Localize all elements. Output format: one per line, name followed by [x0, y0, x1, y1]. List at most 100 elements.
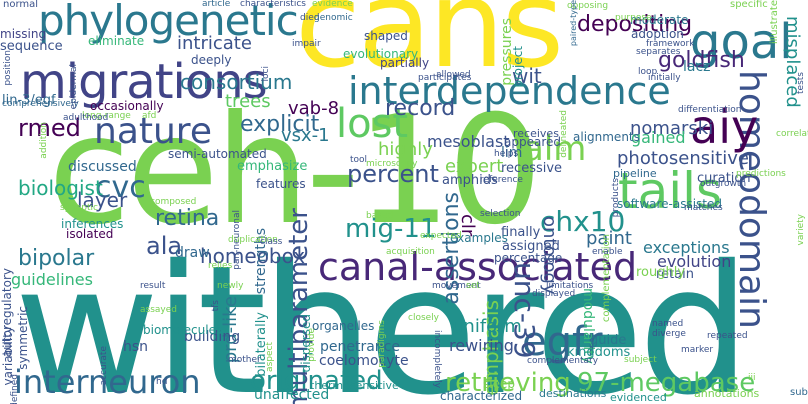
- word: mig-11: [345, 214, 437, 244]
- word: phylogenetic: [38, 0, 299, 45]
- word: partially: [380, 56, 430, 70]
- word: missing: [0, 27, 47, 41]
- word: loci: [261, 66, 271, 82]
- word: result: [140, 281, 166, 291]
- word: evolutionary: [343, 47, 419, 61]
- word: eliminate: [88, 34, 145, 48]
- word: receives: [513, 127, 559, 140]
- word: percentage: [494, 251, 563, 265]
- word: aspect: [265, 342, 275, 372]
- word: displayed: [532, 289, 576, 299]
- word: outgrowth: [700, 179, 747, 189]
- word: impair: [292, 39, 321, 49]
- word: building: [184, 329, 241, 345]
- word: selection: [480, 209, 521, 219]
- word: penetrance: [320, 339, 400, 355]
- word: paint: [586, 228, 632, 249]
- word: multiparameter: [284, 208, 314, 404]
- word: originated: [250, 366, 383, 396]
- word: cans: [295, 0, 564, 95]
- word: destinations: [539, 387, 607, 400]
- word: sleep: [483, 377, 515, 391]
- word: predictions: [736, 169, 786, 179]
- word: expert: [445, 156, 504, 177]
- word: interdependence: [348, 69, 671, 113]
- word: enable: [592, 247, 623, 257]
- word: opposing: [567, 1, 609, 11]
- word: intricate: [177, 33, 252, 54]
- word: subject: [624, 355, 657, 365]
- word: interneuron: [14, 363, 201, 401]
- word: evolution: [657, 252, 732, 271]
- word: alignments: [573, 130, 640, 144]
- word: assigned: [502, 239, 560, 254]
- word: homeobox: [200, 244, 306, 268]
- word: long-range: [82, 111, 131, 121]
- word: unc-39: [508, 262, 541, 359]
- word: initially: [648, 73, 681, 83]
- word: 97-megabase: [577, 368, 756, 398]
- word: coelomocyte: [319, 353, 409, 369]
- word: highly: [378, 139, 433, 160]
- word: composed: [150, 197, 197, 207]
- word: lacz: [683, 59, 711, 75]
- word: record: [385, 96, 456, 121]
- word: project: [511, 46, 525, 88]
- word: mesoblast: [427, 132, 510, 151]
- word: examples: [450, 231, 508, 245]
- word: bipolar: [18, 246, 95, 271]
- word: class: [260, 237, 283, 247]
- word: wit: [512, 64, 542, 88]
- word: differentiation: [678, 105, 742, 115]
- word: recessive: [501, 161, 563, 176]
- word: addition: [39, 122, 49, 159]
- word: framework: [646, 39, 695, 49]
- word: adulthood: [63, 113, 109, 123]
- word: relies: [208, 261, 233, 271]
- word: set: [466, 281, 480, 291]
- word: features: [256, 177, 306, 191]
- word: nature: [94, 111, 212, 152]
- word: provide: [307, 328, 317, 362]
- word: reference: [480, 175, 523, 185]
- word: microscopy: [366, 159, 418, 169]
- word: vab-8: [288, 98, 340, 119]
- word: repeated: [707, 331, 748, 341]
- word: roughly: [636, 265, 686, 280]
- word: uniform: [452, 316, 522, 337]
- word: pipeline: [613, 167, 657, 180]
- word: matches: [684, 203, 723, 213]
- word: duplication: [228, 235, 278, 245]
- word: egfr: [522, 319, 603, 365]
- word: correlations: [776, 129, 808, 139]
- word: subtype: [790, 387, 808, 398]
- word: lim: [501, 145, 523, 161]
- word: clr: [457, 214, 478, 237]
- word: epidermal: [69, 64, 79, 110]
- word: helps: [494, 149, 519, 159]
- word: position: [3, 50, 13, 86]
- word: percent: [347, 160, 439, 188]
- word: draw: [175, 245, 210, 261]
- word: tfs: [211, 300, 221, 312]
- word: aiy: [690, 100, 759, 154]
- word: lin-3/egf: [2, 93, 56, 108]
- word: isolated: [66, 227, 114, 241]
- word: article: [202, 0, 231, 9]
- word: vsx-1: [281, 125, 330, 146]
- word: depositing: [577, 12, 693, 37]
- word: goldfish: [658, 48, 745, 73]
- word: discussed: [68, 159, 137, 175]
- word: characteristics: [240, 0, 306, 9]
- word: explicit: [240, 112, 320, 137]
- word: occasionally: [90, 99, 164, 113]
- word: closely: [408, 313, 440, 323]
- word: acquisition: [386, 247, 435, 257]
- word: photosensitive: [617, 148, 749, 169]
- word: semi-automated: [168, 147, 267, 161]
- word: iii: [748, 373, 756, 383]
- word: biomolecules: [143, 323, 223, 337]
- word: characterized: [440, 389, 523, 403]
- word: layer: [77, 188, 128, 212]
- word: died: [300, 13, 320, 23]
